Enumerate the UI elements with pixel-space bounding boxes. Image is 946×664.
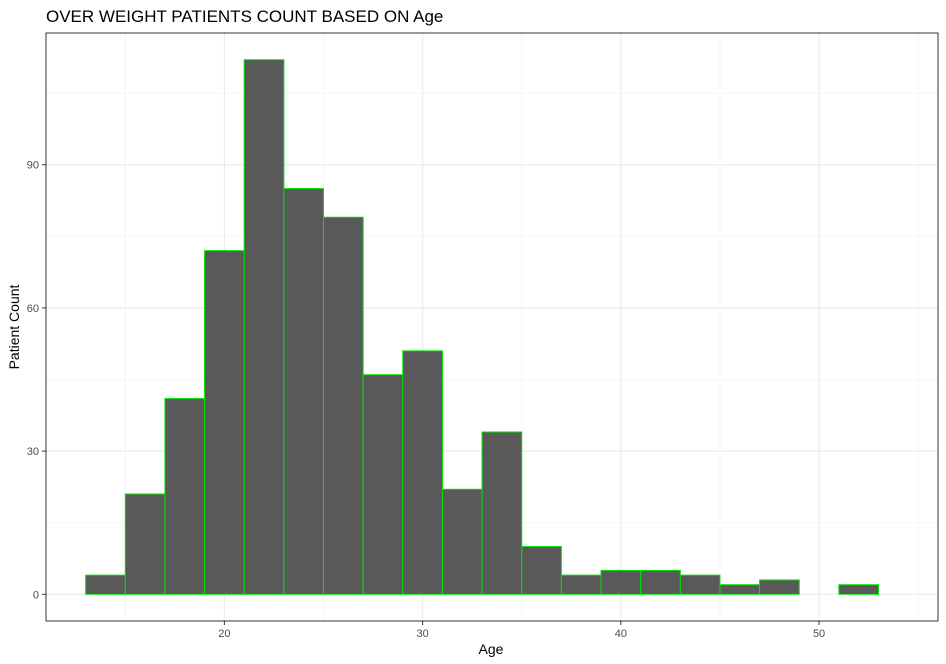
histogram-bar xyxy=(204,250,245,595)
x-tick-label: 40 xyxy=(615,628,627,640)
y-tick-label: 60 xyxy=(27,303,39,315)
histogram-bar xyxy=(560,574,602,595)
histogram-bar xyxy=(283,188,325,595)
histogram-bar xyxy=(402,350,443,595)
histogram-bar xyxy=(838,584,880,595)
histogram-bar xyxy=(124,493,166,595)
x-axis-ticks: 20 30 40 50 xyxy=(218,621,825,640)
histogram-bar xyxy=(323,216,364,595)
histogram-bar xyxy=(85,574,126,595)
histogram-bar xyxy=(640,569,681,595)
histogram-bar xyxy=(243,59,285,595)
panel-border xyxy=(45,32,939,622)
histogram-bar xyxy=(600,569,642,595)
x-tick-label: 50 xyxy=(813,628,825,640)
histogram-bars xyxy=(85,59,880,595)
x-tick-label: 20 xyxy=(218,628,230,640)
chart-title: OVER WEIGHT PATIENTS COUNT BASED ON Age xyxy=(46,7,443,26)
histogram-bar xyxy=(679,574,721,595)
histogram-bar xyxy=(719,584,761,595)
y-tick-label: 90 xyxy=(27,160,39,172)
x-tick-label: 30 xyxy=(416,628,428,640)
histogram-bar xyxy=(521,546,562,595)
histogram-bar xyxy=(481,431,523,595)
histogram-bar xyxy=(441,488,483,595)
y-tick-label: 0 xyxy=(33,589,39,601)
x-axis-title: Age xyxy=(479,641,504,657)
histogram-bar xyxy=(164,398,206,595)
y-axis-ticks: 0 30 60 90 xyxy=(27,160,46,601)
y-tick-label: 30 xyxy=(27,446,39,458)
y-axis-title: Patient Count xyxy=(6,284,22,369)
histogram-bar xyxy=(759,579,800,595)
histogram-bar xyxy=(362,374,404,595)
